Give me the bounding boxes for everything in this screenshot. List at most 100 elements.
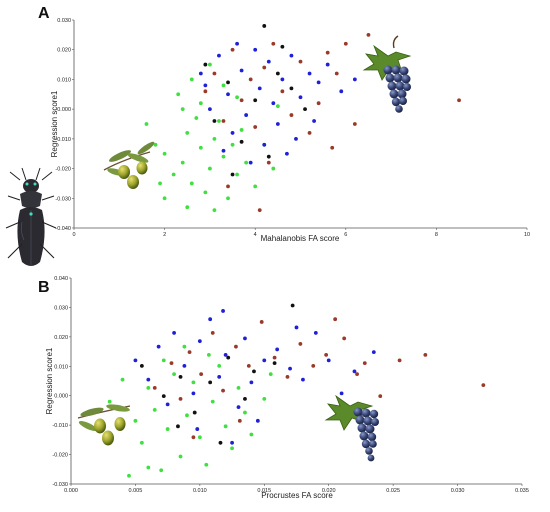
data-point-blue: [165, 402, 170, 407]
data-point-blue: [249, 380, 254, 385]
data-point-black: [289, 86, 294, 91]
x-tick-label: 4: [254, 232, 257, 238]
y-tick-label: -0.040: [55, 226, 71, 232]
data-point-blue: [262, 358, 267, 363]
data-point-black: [208, 380, 213, 385]
data-point-black: [226, 80, 230, 85]
panel-a-x-label: Mahalanobis FA score: [261, 234, 340, 243]
data-point-black: [243, 396, 247, 401]
data-point-blue: [243, 336, 247, 341]
data-point-black: [212, 119, 217, 123]
panel-b-plot: B 0.000 0.005 0.010 0.015 0.020 0.025 0.030 0.0…: [38, 276, 529, 500]
data-point-green: [178, 454, 183, 459]
data-point-blue: [244, 113, 249, 117]
panel-b-y-label: Regression score1: [45, 347, 54, 414]
data-point-blue: [236, 405, 241, 409]
x-tick-label: 0.015: [257, 488, 271, 494]
data-point-green: [120, 377, 125, 382]
data-point-blue: [217, 374, 222, 379]
data-point-green: [212, 136, 217, 141]
data-point-green: [189, 77, 194, 82]
data-point-blue: [339, 89, 344, 94]
data-point-brown: [316, 101, 321, 106]
data-point-black: [139, 363, 144, 368]
data-point-blue: [275, 347, 280, 352]
data-point-brown: [203, 89, 208, 94]
y-tick-label: -0.020: [52, 453, 68, 459]
data-point-green: [221, 154, 226, 159]
data-point-green: [152, 407, 157, 412]
data-point-black: [280, 44, 285, 49]
data-point-brown: [457, 98, 461, 103]
data-point-black: [272, 361, 277, 366]
data-point-brown: [262, 65, 267, 70]
data-point-green: [206, 353, 211, 357]
data-point-green: [268, 372, 273, 377]
data-point-brown: [212, 71, 217, 76]
data-point-brown: [378, 394, 383, 399]
panel-a-y-label: Regression score1: [50, 90, 59, 157]
data-point-blue: [235, 41, 239, 46]
data-point-brown: [397, 358, 402, 363]
y-tick-label: 0.010: [57, 77, 71, 83]
data-point-brown: [191, 435, 196, 440]
data-point-brown: [226, 184, 230, 189]
data-point-brown: [333, 317, 338, 322]
data-point-black: [218, 440, 223, 445]
data-point-blue: [294, 136, 298, 141]
data-point-green: [253, 184, 258, 189]
data-point-green: [198, 101, 203, 106]
data-point-brown: [221, 119, 226, 123]
data-point-black: [192, 410, 197, 415]
x-tick-label: 0.025: [386, 488, 400, 494]
data-point-blue: [208, 317, 213, 322]
data-point-blue: [275, 122, 280, 126]
data-point-brown: [355, 372, 359, 377]
grape-cluster-icon: [362, 35, 412, 113]
data-point-black: [161, 394, 166, 399]
data-point-brown: [324, 353, 329, 357]
data-point-brown: [289, 113, 294, 117]
data-point-blue: [146, 377, 151, 382]
panel-a-letter: A: [38, 5, 50, 22]
data-point-blue: [221, 148, 226, 153]
data-point-blue: [257, 86, 262, 91]
data-point-green: [162, 196, 167, 201]
data-point-brown: [366, 32, 371, 37]
data-point-green: [221, 83, 226, 88]
data-point-blue: [307, 71, 312, 76]
data-point-green: [223, 424, 228, 429]
data-point-blue: [217, 53, 221, 58]
data-point-black: [252, 369, 256, 374]
x-tick-label: 0.000: [64, 488, 78, 494]
y-tick-label: 0.000: [54, 394, 68, 400]
data-point-black: [253, 98, 258, 103]
y-tick-label: -0.030: [52, 482, 68, 488]
data-point-blue: [298, 95, 303, 100]
data-point-blue: [230, 131, 235, 135]
data-point-blue: [280, 77, 285, 82]
data-point-green: [146, 385, 151, 390]
data-point-black: [262, 24, 267, 28]
data-point-blue: [301, 377, 305, 382]
data-point-green: [236, 385, 241, 390]
data-point-brown: [253, 125, 258, 129]
data-point-brown: [272, 355, 277, 360]
y-tick-label: 0.010: [54, 364, 68, 370]
y-tick-label: 0.020: [54, 335, 68, 341]
data-point-green: [239, 128, 244, 132]
data-point-blue: [133, 358, 138, 363]
data-point-blue: [326, 358, 331, 363]
data-point-green: [235, 172, 239, 177]
data-point-blue: [197, 339, 202, 344]
data-point-brown: [311, 363, 316, 368]
data-point-green: [271, 166, 276, 171]
data-point-green: [176, 92, 181, 97]
x-tick-label: 8: [435, 232, 438, 238]
data-point-brown: [169, 361, 174, 366]
data-point-blue: [255, 418, 260, 423]
data-point-black: [178, 374, 183, 379]
data-point-brown: [187, 350, 192, 355]
x-tick-label: 0.030: [451, 488, 465, 494]
data-point-green: [194, 116, 199, 120]
